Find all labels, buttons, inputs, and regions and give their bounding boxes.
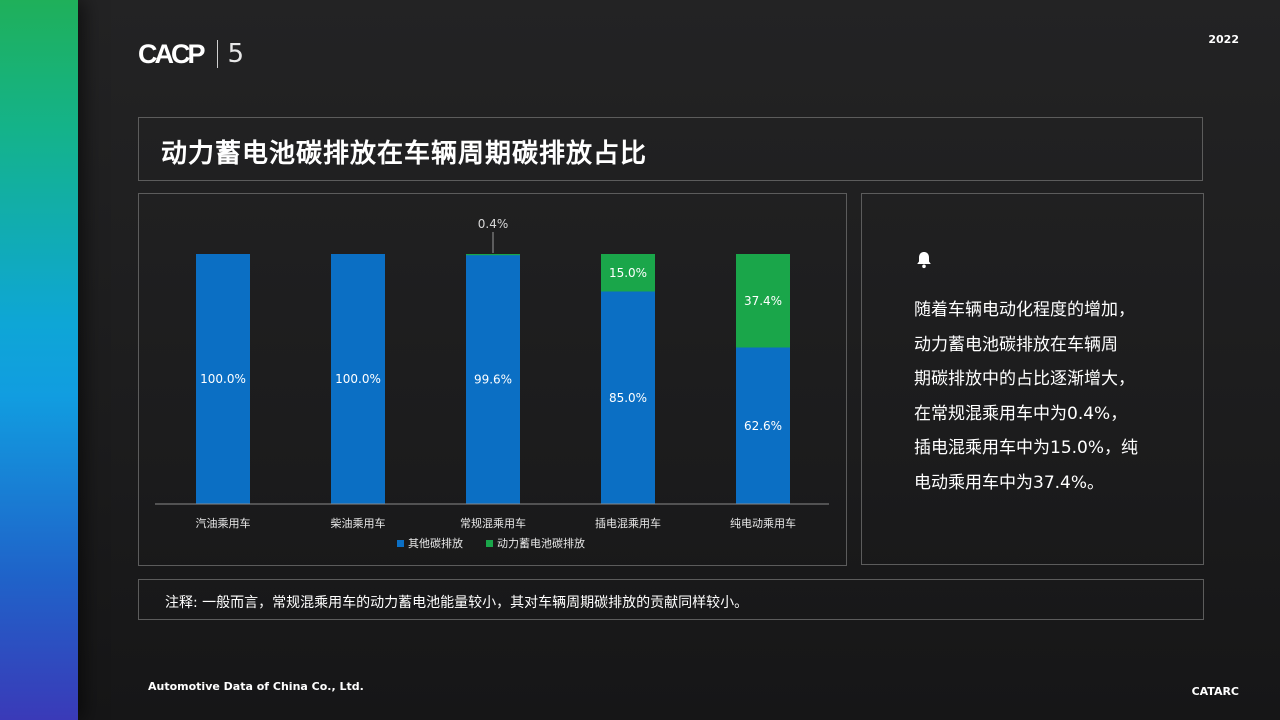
- insight-line: 电动乘用车中为37.4%。: [914, 472, 1105, 493]
- data-label-other: 100.0%: [335, 372, 381, 386]
- insight-text: 随着车辆电动化程度的增加， 动力蓄电池碳排放在车辆周 期碳排放中的占比逐渐增大，…: [914, 293, 1174, 500]
- footer-brand: CATARC: [1191, 685, 1239, 698]
- data-label-other: 62.6%: [744, 419, 782, 433]
- data-label-other: 99.6%: [474, 373, 512, 387]
- chart-panel: 100.0% 100.0% 99.6% 0.4% 85.0% 15.0% 62.6% 37.4…: [138, 193, 847, 566]
- insight-line: 动力蓄电池碳排放在车辆周: [914, 334, 1118, 355]
- insight-line: 在常规混乘用车中为0.4%，: [914, 403, 1128, 424]
- logo-text: CACP: [138, 38, 205, 69]
- data-label-battery: 0.4%: [478, 217, 509, 231]
- legend-swatch-battery: [486, 540, 493, 547]
- x-tick-label: 柴油乘用车: [331, 516, 386, 530]
- bars-group: [196, 254, 790, 504]
- insight-line: 插电混乘用车中为15.0%，纯: [914, 438, 1139, 458]
- x-tick-label: 纯电动乘用车: [730, 516, 796, 530]
- footnote-panel: 注释: 一般而言，常规混乘用车的动力蓄电池能量较小，其对车辆周期碳排放的贡献同样…: [138, 579, 1204, 620]
- x-tick-label: 常规混乘用车: [460, 516, 526, 530]
- legend-label-battery: 动力蓄电池碳排放: [497, 536, 585, 550]
- page-title: 动力蓄电池碳排放在车辆周期碳排放占比: [161, 139, 648, 169]
- insight-line: 期碳排放中的占比逐渐增大，: [914, 369, 1135, 389]
- bar-other-emissions: [196, 254, 250, 504]
- legend: 其他碳排放 动力蓄电池碳排放: [397, 536, 585, 550]
- x-tick-labels-group: 汽油乘用车 柴油乘用车 常规混乘用车 插电混乘用车 纯电动乘用车: [196, 516, 797, 530]
- data-labels-group: 100.0% 100.0% 99.6% 0.4% 85.0% 15.0% 62.6% 37.4…: [200, 217, 782, 433]
- title-panel: 动力蓄电池碳排放在车辆周期碳排放占比: [138, 117, 1203, 181]
- insight-panel: 随着车辆电动化程度的增加， 动力蓄电池碳排放在车辆周 期碳排放中的占比逐渐增大，…: [861, 193, 1204, 565]
- data-label-battery: 15.0%: [609, 266, 647, 280]
- bar-battery-emissions: [466, 254, 520, 256]
- logo-number: 5: [227, 39, 245, 69]
- legend-label-other: 其他碳排放: [408, 536, 463, 550]
- data-label-battery: 37.4%: [744, 294, 782, 308]
- decorative-gradient-strip: [0, 0, 78, 720]
- logo-divider: [216, 40, 218, 68]
- bar-other-emissions: [736, 347, 790, 504]
- logo: CACP 5: [138, 38, 244, 70]
- bar-other-emissions: [466, 255, 520, 504]
- data-label-other: 100.0%: [200, 372, 246, 386]
- legend-swatch-other: [397, 540, 404, 547]
- insight-line: 随着车辆电动化程度的增加，: [914, 300, 1135, 320]
- stacked-bar-chart: 100.0% 100.0% 99.6% 0.4% 85.0% 15.0% 62.6% 37.4…: [155, 217, 829, 550]
- bar-battery-emissions: [601, 254, 655, 292]
- data-label-other: 85.0%: [609, 391, 647, 405]
- bell-icon: [917, 252, 931, 269]
- bar-other-emissions: [331, 254, 385, 504]
- bar-battery-emissions: [736, 254, 790, 348]
- x-tick-label: 插电混乘用车: [595, 516, 661, 530]
- footnote-text: 注释: 一般而言，常规混乘用车的动力蓄电池能量较小，其对车辆周期碳排放的贡献同样…: [165, 595, 749, 611]
- bar-other-emissions: [601, 291, 655, 504]
- x-tick-label: 汽油乘用车: [196, 516, 251, 530]
- footer-company: Automotive Data of China Co., Ltd.: [148, 680, 364, 693]
- report-year: 2022: [1208, 33, 1239, 46]
